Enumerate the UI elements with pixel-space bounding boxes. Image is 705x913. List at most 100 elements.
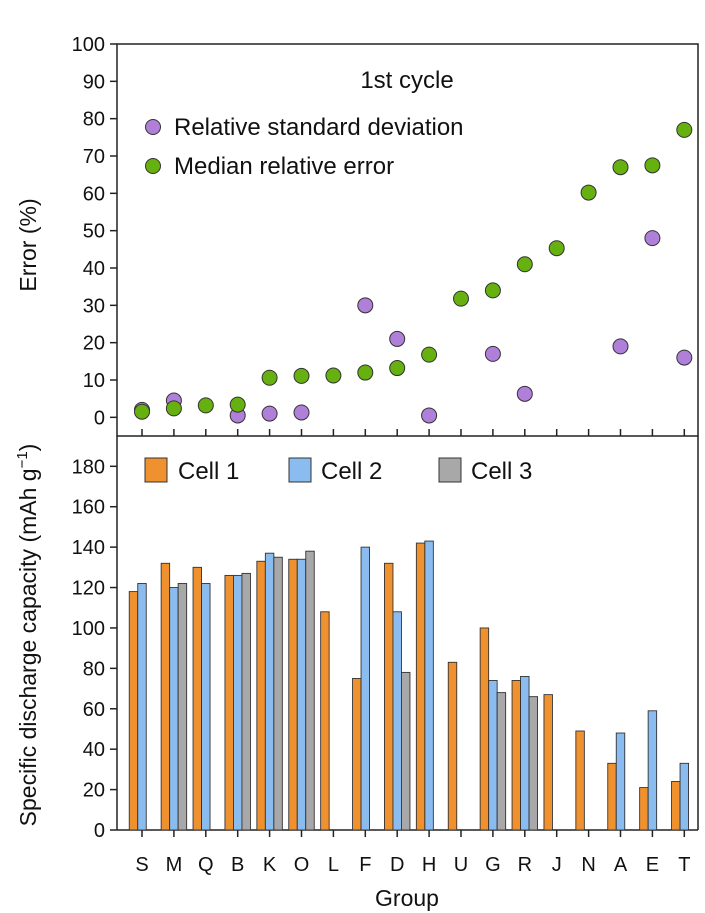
top-y-axis-title: Error (%) — [15, 198, 41, 291]
x-tick-label: A — [614, 854, 628, 876]
point-rsd-H — [421, 407, 438, 424]
top-y-tick-label: 30 — [83, 295, 105, 317]
bar-cell-3-R — [528, 696, 538, 831]
bar-cell-1-G — [479, 627, 490, 831]
x-tick-label: D — [390, 854, 404, 876]
top-y-tick-label: 20 — [83, 333, 105, 355]
bar-cell-1-A — [607, 762, 617, 831]
top-y-tick-label: 60 — [83, 183, 105, 205]
point-rsd-F — [357, 297, 374, 314]
bottom-y-axis-title-close: ) — [15, 444, 41, 452]
point-rsd-A — [612, 338, 629, 355]
bottom-y-tick-label: 180 — [72, 456, 105, 478]
bar-cell-1-K — [256, 560, 266, 831]
x-tick-label: S — [135, 854, 148, 876]
top-y-tick-label: 50 — [83, 221, 105, 243]
bar-cell-1-L — [320, 611, 330, 831]
point-rsd-G — [484, 345, 501, 362]
x-tick-label: M — [166, 854, 183, 876]
bar-cell-1-F — [352, 678, 362, 831]
x-tick-label: U — [454, 854, 468, 876]
bar-cell-1-H — [415, 542, 426, 831]
bar-cell-2-H — [424, 540, 434, 831]
legend-label-rsd: Relative standard deviation — [174, 114, 464, 141]
bar-cell-1-N — [575, 730, 585, 831]
bar-cell-2-E — [647, 710, 658, 831]
bar-cell-1-B — [224, 574, 234, 831]
point-mre-H — [421, 346, 438, 363]
point-rsd-E — [644, 230, 661, 247]
point-mre-F — [357, 364, 374, 381]
top-plot-frame — [116, 43, 699, 437]
point-mre-U — [453, 290, 469, 307]
top-y-tick-label: 100 — [72, 34, 105, 56]
bottom-y-tick-label: 60 — [83, 699, 105, 721]
legend-swatch-cell1 — [144, 457, 168, 483]
bar-cell-1-S — [128, 591, 139, 831]
top-y-tick-label: 80 — [83, 109, 105, 131]
x-tick-label: E — [646, 854, 659, 876]
bar-cell-1-T — [671, 781, 681, 831]
point-mre-J — [548, 240, 565, 257]
bar-cell-2-R — [520, 675, 530, 831]
bar-cell-1-Q — [192, 566, 203, 831]
point-mre-N — [580, 184, 597, 201]
bar-cell-2-G — [488, 680, 498, 831]
bottom-y-tick-label: 160 — [72, 497, 105, 519]
bar-cell-1-D — [384, 562, 394, 831]
bottom-y-tick-label: 0 — [94, 820, 105, 842]
x-tick-label: H — [422, 854, 436, 876]
x-tick-label: Q — [198, 854, 214, 876]
point-rsd-R — [516, 385, 533, 402]
top-y-tick-label: 0 — [94, 407, 105, 429]
bottom-y-tick-label: 40 — [83, 739, 105, 761]
point-mre-A — [612, 159, 629, 176]
point-mre-T — [676, 121, 693, 138]
top-y-tick-label: 10 — [83, 370, 105, 392]
bar-cell-2-B — [232, 574, 243, 831]
bottom-y-tick-label: 120 — [72, 578, 105, 600]
x-tick-label: F — [359, 854, 371, 876]
legend-marker-rsd — [145, 119, 161, 135]
bar-cell-1-M — [160, 562, 171, 831]
x-tick-label: T — [678, 854, 690, 876]
x-axis-title: Group — [375, 885, 439, 911]
x-tick-label: K — [263, 854, 277, 876]
bar-cell-3-D — [401, 671, 411, 831]
point-rsd-O — [293, 404, 310, 421]
bar-cell-2-A — [615, 732, 626, 831]
x-tick-label: B — [231, 854, 244, 876]
x-tick-label: L — [328, 854, 339, 876]
bar-cell-2-D — [392, 611, 402, 831]
point-rsd-K — [261, 405, 278, 422]
point-mre-D — [389, 360, 406, 377]
x-tick-label: J — [552, 854, 562, 876]
legend-swatch-cell3 — [438, 457, 462, 483]
bar-cell-2-S — [137, 583, 147, 831]
bar-cell-2-Q — [201, 583, 211, 831]
legend-label-mre: Median relative error — [174, 153, 394, 180]
point-mre-G — [484, 282, 501, 299]
point-mre-M — [165, 400, 182, 417]
bar-cell-1-U — [447, 661, 458, 831]
bar-cell-3-G — [496, 692, 507, 831]
bar-cell-2-O — [296, 558, 307, 831]
bar-cell-2-T — [679, 762, 689, 831]
legend-label-cell2: Cell 2 — [321, 458, 382, 485]
bar-cell-3-M — [177, 583, 188, 831]
x-tick-label: R — [518, 854, 532, 876]
point-rsd-D — [389, 330, 406, 347]
top-y-tick-label: 40 — [83, 258, 105, 280]
bottom-y-axis-title-sup: −1 — [14, 451, 31, 468]
x-tick-label: G — [485, 854, 501, 876]
top-y-tick-label: 90 — [83, 71, 105, 93]
legend-swatch-cell2 — [288, 457, 312, 483]
bottom-y-axis-title-main: Specific discharge capacity (mAh g — [15, 468, 41, 826]
point-mre-L — [325, 367, 342, 384]
point-mre-E — [644, 157, 661, 174]
bottom-y-axis-title: Specific discharge capacity (mAh g−1) — [14, 444, 41, 827]
bar-cell-3-O — [305, 550, 315, 831]
bottom-y-tick-label: 80 — [83, 658, 105, 680]
bar-cell-1-E — [639, 787, 649, 831]
bar-cell-1-O — [288, 558, 298, 831]
